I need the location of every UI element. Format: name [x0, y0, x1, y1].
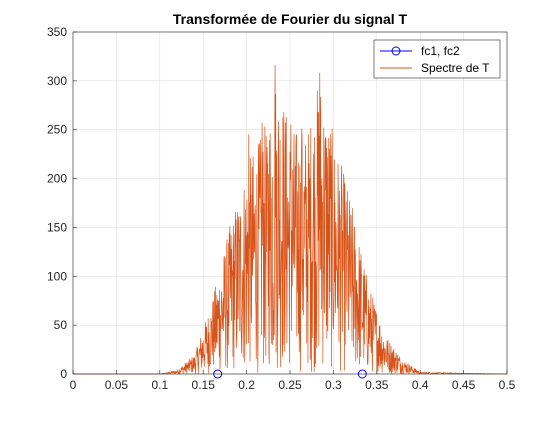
x-tick-label: 0.05 — [105, 378, 129, 392]
y-tick-label: 150 — [47, 220, 67, 234]
y-tick-label: 0 — [60, 367, 67, 381]
x-tick-label: 0.15 — [192, 378, 216, 392]
x-tick-label: 0.45 — [452, 378, 476, 392]
legend-label-spectre: Spectre de T — [421, 61, 490, 75]
y-tick-label: 200 — [47, 172, 67, 186]
y-tick-label: 100 — [47, 269, 67, 283]
y-tick-label: 350 — [47, 25, 67, 39]
y-tick-label: 300 — [47, 74, 67, 88]
x-tick-label: 0 — [70, 378, 77, 392]
chart-title: Transformée de Fourier du signal T — [173, 11, 408, 27]
y-axis: 0 50 100 150 200 250 300 350 — [47, 25, 77, 381]
legend[interactable]: fc1, fc2 Spectre de T — [373, 39, 501, 79]
x-axis: 0 0.05 0.1 0.15 0.2 0.25 0.3 0.35 0.4 0.45 0.5 — [70, 370, 516, 392]
legend-box — [373, 39, 501, 79]
x-tick-label: 0.5 — [499, 378, 516, 392]
x-tick-label: 0.25 — [278, 378, 302, 392]
x-tick-label: 0.1 — [151, 378, 168, 392]
legend-label-fc: fc1, fc2 — [421, 44, 460, 58]
y-tick-label: 50 — [54, 318, 68, 332]
legend-marker-fc — [391, 46, 401, 56]
x-tick-label: 0.4 — [412, 378, 429, 392]
y-tick-label: 250 — [47, 123, 67, 137]
x-tick-label: 0.2 — [238, 378, 255, 392]
x-tick-label: 0.3 — [325, 378, 342, 392]
x-tick-label: 0.35 — [365, 378, 389, 392]
